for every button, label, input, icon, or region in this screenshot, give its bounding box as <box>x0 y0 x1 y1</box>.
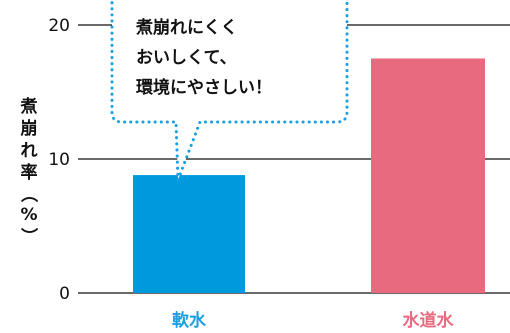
annotation-line-3: 環境にやさしい！ <box>136 77 272 98</box>
x-category-label: 軟水 <box>172 310 207 331</box>
annotation-bubble: 煮崩れにくく おいしくて、 環境にやさしい！ <box>110 0 349 181</box>
y-axis-label-char: 崩 <box>21 118 38 139</box>
x-category-label: 水道水 <box>403 310 455 331</box>
annotation-line-1: 煮崩れにくく <box>135 17 238 38</box>
y-axis-label-char: れ <box>21 141 38 161</box>
y-axis-ticks: 0 10 20 <box>48 16 70 304</box>
bar-tap-water <box>371 58 485 293</box>
y-axis-label-char: ） <box>18 228 39 245</box>
y-axis-label-char: 率 <box>21 162 38 183</box>
y-tick-label: 10 <box>48 150 70 170</box>
annotation-line-2: おいしくて、 <box>136 48 237 68</box>
bars <box>133 58 485 293</box>
y-axis-label-char: 煮 <box>20 97 38 117</box>
bar-soft-water <box>133 175 245 293</box>
y-tick-label: 20 <box>48 16 70 36</box>
y-tick-label: 0 <box>59 284 70 304</box>
y-axis-label-char: % <box>20 205 37 225</box>
speech-bubble <box>110 0 349 181</box>
y-axis-label-char: （ <box>18 186 39 203</box>
x-axis-categories: 軟水 水道水 <box>172 310 454 331</box>
